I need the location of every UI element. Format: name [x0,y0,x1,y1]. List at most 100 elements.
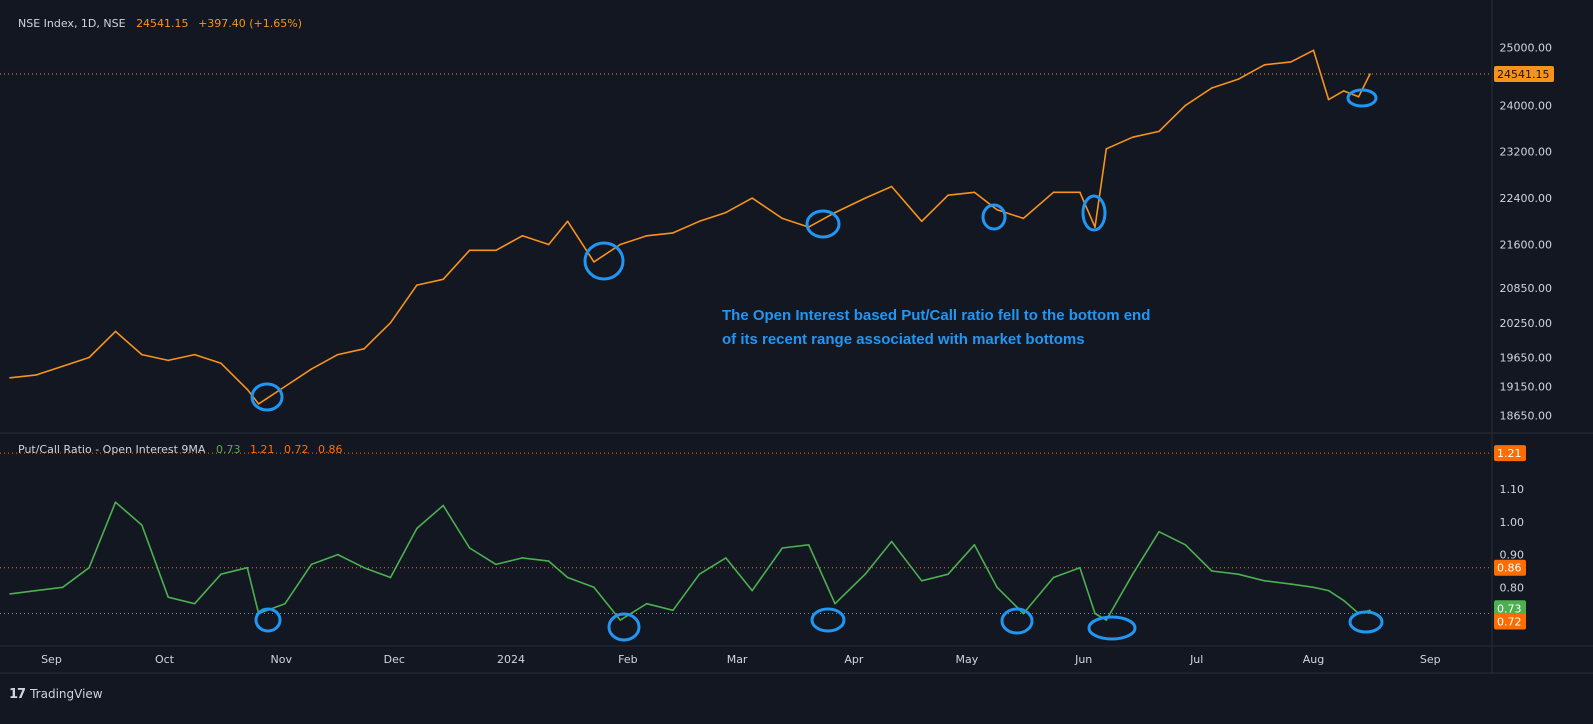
circle-pcr-jun [1087,615,1137,641]
pcr-point [864,573,866,576]
pcr-point [1184,543,1187,546]
badge-bg [1494,445,1526,462]
pcr-tick-label: 0.90 [1500,549,1525,562]
price-pane[interactable] [0,49,1492,405]
axis-badges: 24541.15 1.21 0.86 0.730.72 [1494,65,1554,630]
pcr-point [363,566,365,569]
price-point [864,197,866,199]
pcr-point [246,566,249,569]
price-point [442,278,445,281]
pcr-point [468,547,471,549]
price-point [114,330,117,333]
pcr-point [781,547,784,549]
pcr-point [593,586,595,589]
indicator-name: Put/Call Ratio - Open Interest 9MA [18,443,206,456]
time-tick-label: May [956,653,979,666]
badge-bg [1494,613,1526,630]
circle-price-aug [1346,88,1378,108]
badge-text: 0.86 [1497,562,1522,575]
price-point [1079,191,1081,194]
pcr-point [1079,566,1081,569]
price-point [416,284,418,286]
price-point [284,385,286,388]
pcr-point [834,602,836,605]
price-point [9,377,11,379]
pcr-point [1312,586,1315,589]
pcr-point [996,586,998,589]
price-point [363,348,365,350]
price-point [973,191,976,194]
price-point [1094,226,1096,228]
pcr-point [920,579,923,582]
pcr-point [547,560,550,562]
price-tick-label: 19650.00 [1500,352,1553,365]
pcr-point [1369,609,1371,612]
price-tick-label: 23200.00 [1500,146,1553,159]
pcr-point [336,553,339,556]
pcr-point [416,527,418,530]
price-point [1327,98,1330,101]
price-point [1158,130,1160,133]
price-point [920,220,923,223]
time-tick-label: Jun [1074,653,1092,666]
axis-badge: 24541.15 [1494,65,1554,82]
pcr-point [1210,570,1213,572]
price-point [468,249,471,252]
time-tick-label: Feb [618,653,637,666]
price-tick-label: 20250.00 [1500,317,1553,330]
price-tick-label: 21600.00 [1500,238,1553,251]
annotation-line-2: of its recent range associated with mark… [722,331,1085,348]
circle-pcr-aug [1348,610,1384,634]
circle-pcr-nov [254,607,282,633]
pcr-pane[interactable] [0,452,1492,621]
indicator-value-2: 1.21 [250,443,275,456]
price-point [645,234,648,237]
price-point [947,194,949,197]
price-point [1210,87,1213,89]
pcr-point [88,566,90,569]
price-tick-label: 19150.00 [1500,381,1553,394]
badge-text: 24541.15 [1497,68,1550,81]
pcr-point [566,576,569,579]
pcr-point [751,589,753,592]
price-series-line[interactable] [9,49,1371,405]
pcr-point [890,540,893,543]
pcr-point [1094,612,1096,615]
time-tick-label: Oct [155,653,175,666]
price-tick-label: 24000.00 [1500,99,1553,112]
tradingview-logo[interactable]: 17 TradingView [9,684,103,704]
pcr-series-line[interactable] [9,501,1371,621]
time-tick-label: Sep [41,653,62,666]
pcr-point [1022,612,1025,615]
badge-bg [1494,600,1526,617]
circle-price-nov [250,382,284,412]
pcr-tick-label: 1.10 [1500,483,1525,496]
pcr-point [698,573,701,576]
annotation-line-1: The Open Interest based Put/Call ratio f… [722,307,1150,324]
price-point [141,353,143,356]
symbol-name: NSE Index, 1D, NSE [18,17,126,30]
time-tick-label: Nov [271,653,293,666]
pcr-point [220,573,222,576]
price-point [193,353,196,356]
price-point [336,353,339,356]
pcr-point [389,576,392,579]
pcr-point [973,543,976,546]
price-point [619,243,622,246]
time-tick-label: Mar [727,653,748,666]
circle-price-jan [583,241,625,281]
price-point [310,368,313,370]
price-point [1263,63,1266,66]
price-point [1369,73,1371,75]
pcr-point [947,573,949,576]
price-point [1342,90,1345,92]
price-point [996,208,998,211]
circle-price-mar [805,209,841,239]
price-point [1105,148,1108,150]
pcr-point [310,563,313,566]
price-point [781,217,784,220]
symbol-label: NSE Index, 1D, NSE 24541.15 +397.40 (+1.… [18,17,302,30]
pcr-point [114,501,117,504]
